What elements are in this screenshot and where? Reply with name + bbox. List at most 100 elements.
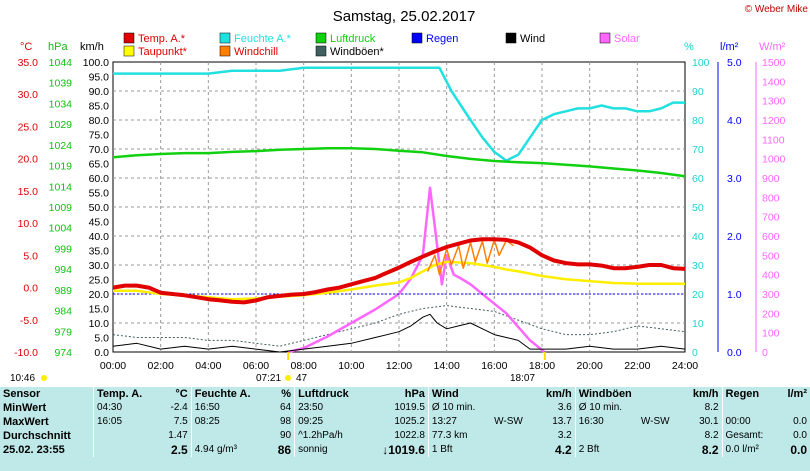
wind-tick-label: 15.0 [89,304,110,316]
left-time: 10:46 [10,373,35,384]
wind-b [491,401,535,415]
rain-tick-label: 5.0 [727,57,742,69]
solar-tick-label: 500 [762,250,780,262]
temp-tick-label: 5.0 [23,250,38,262]
legend-swatch [315,45,327,57]
wind-b [491,429,535,443]
rain-value: 0.0 [793,430,807,441]
series-line-wind [112,313,686,353]
gust-a [574,429,638,443]
pressure-tick-label: 984 [54,306,72,318]
wind-tick-label: 65.0 [89,159,110,171]
legend-label: Solar [614,33,640,45]
rain-a [721,401,778,415]
gust-value: 8.2 [704,430,719,441]
header-hum: Feuchte A. [190,387,270,401]
time-tick-label: 18:00 [529,360,555,372]
hum-time: 4.94 g/m³ [190,443,270,457]
solar-tick-label: 800 [762,192,780,204]
time-tick-label: 08:00 [291,360,317,372]
wind-tick-label: 70.0 [89,144,110,156]
rain-tick-label: 4.0 [727,115,742,127]
row-label: MaxWert [3,416,49,428]
rain-value: 0.0 [790,443,807,457]
humidity-tick-label: 50 [692,202,704,214]
legend-swatch [411,32,423,44]
wind-tick-label: 25.0 [89,275,110,287]
wind-tick-label: 45.0 [89,217,110,229]
pressure-tick-label: 999 [54,243,72,255]
temp-tick-label: 35.0 [18,57,39,69]
header-wind-unit: km/h [546,388,572,400]
solar-tick-label: 1200 [762,115,786,127]
legend-swatch [505,32,517,44]
header-gust: Windböen [574,387,682,401]
header-hum-unit: % [281,388,292,400]
press-value: 1025.2 [394,416,425,427]
header-temp: Temp. A. [92,387,159,401]
wind-tick-label: 20.0 [89,289,110,301]
hum-value: 90 [279,430,292,441]
temp-tick-label: -10.0 [14,347,38,359]
time-tick-label: 20:00 [577,360,603,372]
pressure-tick-label: 1029 [49,119,73,131]
legend-swatch [315,32,327,44]
time-tick-label: 14:00 [434,360,460,372]
unit-lm2: l/m² [720,41,739,53]
temp-tick-label: 15.0 [18,186,39,198]
wind-tick-label: 60.0 [89,173,110,185]
header-sensor: Sensor [3,388,41,400]
rain-tick-label: 2.0 [727,231,742,243]
legend-label: Luftdruck [330,33,376,45]
unit-wm2: W/m² [759,41,786,53]
legend-label: Feuchte A.* [234,33,292,45]
solar-tick-label: 600 [762,231,780,243]
series-group [112,66,686,360]
solar-tick-label: 1000 [762,154,786,166]
wind-tick-label: 10.0 [89,318,110,330]
wind-value: 3.6 [557,402,572,413]
pressure-tick-label: 1014 [49,181,73,193]
header-temp-unit: °C [175,388,188,400]
wind-a: 1 Bft [427,443,492,457]
solar-tick-label: 1500 [762,57,786,69]
solar-tick-label: 1100 [762,134,785,146]
row-label: 25.02. 23:55 [3,444,65,456]
pressure-tick-label: 1034 [49,98,73,110]
sun-icon-left [41,375,47,381]
wind-a: 77.3 km [427,429,492,443]
temp-value: 2.5 [171,443,188,457]
press-time: 23:50 [294,401,367,415]
time-tick-label: 06:00 [243,360,269,372]
time-tick-label: 02:00 [148,360,174,372]
legend-swatch [219,32,231,44]
header-wind: Wind [427,387,535,401]
wind-tick-label: 40.0 [89,231,110,243]
humidity-tick-label: 60 [692,173,704,185]
hum-value: 64 [279,402,292,413]
chart-title: Samstag, 25.02.2017 [333,8,476,25]
hum-value: 86 [277,443,292,457]
temp-tick-label: 30.0 [18,89,39,101]
pressure-tick-label: 1024 [49,140,73,152]
row-label: MinWert [3,402,47,414]
series-line-temp-a [112,237,686,305]
gust-b [638,443,682,457]
rain-tick-label: 3.0 [727,173,742,185]
sun-icon [285,375,291,381]
unit-hpa: hPa [48,41,68,53]
temp-value: 7.5 [173,416,188,427]
stats-row-avg: Durchschnitt 1.47 90 ^1.2hPa/h 1022.8 77… [0,429,810,443]
stats-row-current: 25.02. 23:55 2.5 4.94 g/m³ 86 sonnig ↓10… [0,443,810,457]
gust-b: W-SW [640,416,670,427]
rain-a: Gesamt: [721,429,778,443]
temp-time: 16:05 [92,415,159,429]
rain-a: 0.0 l/m² [721,443,778,457]
wind-tick-label: 30.0 [89,260,110,272]
wind-tick-label: 90.0 [89,86,110,98]
header-rain-unit: l/m² [787,388,807,400]
unit-kmh: km/h [80,41,104,53]
solar-tick-label: 700 [762,212,780,224]
hum-time [190,429,270,443]
temp-value: 1.47 [168,430,188,441]
